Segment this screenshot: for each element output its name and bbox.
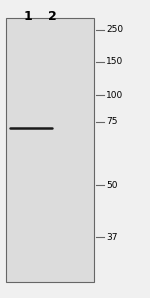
Text: 75: 75: [106, 117, 117, 126]
Text: 1: 1: [24, 10, 32, 23]
Text: 50: 50: [106, 181, 117, 190]
Text: 250: 250: [106, 26, 123, 35]
Text: 100: 100: [106, 91, 123, 100]
Text: 150: 150: [106, 58, 123, 66]
Text: 2: 2: [48, 10, 56, 23]
Text: 37: 37: [106, 232, 117, 241]
Bar: [6, 18, 94, 282]
